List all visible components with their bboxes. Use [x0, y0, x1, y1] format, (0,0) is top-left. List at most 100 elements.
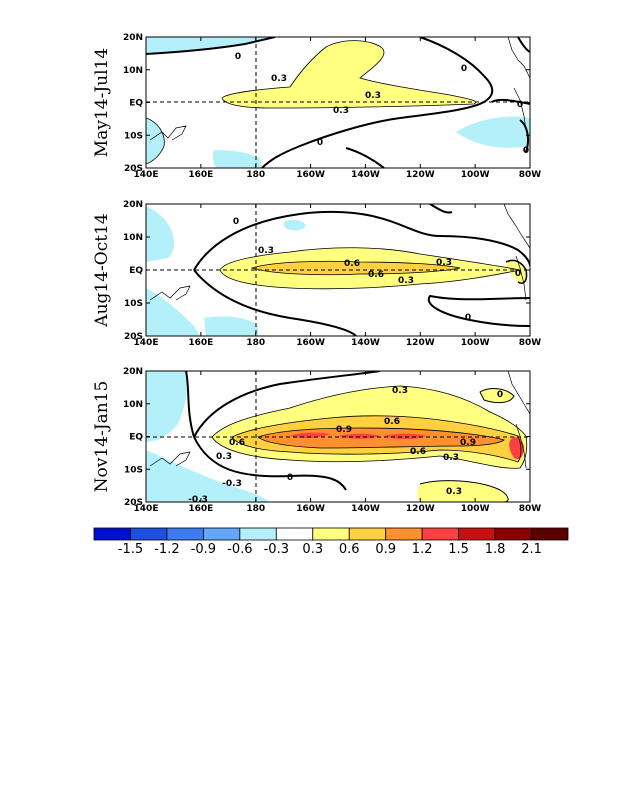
neg-region [146, 288, 200, 336]
neg-region [204, 316, 258, 336]
y-tick-label: 10N [123, 400, 143, 410]
panel-title: Aug14-Oct14 [92, 213, 112, 327]
panel-3: 0.3 0.6 0.9 0.6 0.6 0.3 0.9 0.3 0.3 -0.3… [145, 370, 531, 505]
zero-contour [479, 388, 515, 404]
neg-region [146, 371, 188, 442]
colorbar-label: 2.1 [521, 542, 542, 557]
y-tick-label: 10N [123, 66, 143, 76]
colorbar-swatch [385, 527, 423, 541]
coastline [149, 125, 187, 141]
contour-label: 0.6 [384, 417, 400, 427]
colorbar-swatch [202, 527, 241, 541]
colorbar-swatch [130, 527, 168, 541]
neg-region [146, 206, 175, 262]
x-tick-label: 80W [519, 504, 542, 514]
colorbar-label: 1.2 [412, 542, 433, 557]
panel-title: Nov14-Jan15 [92, 381, 112, 493]
zero-contour [345, 147, 385, 168]
contour-label: 0 [235, 52, 241, 62]
contour-label: 0.6 [229, 438, 245, 448]
coastline [515, 423, 527, 469]
colorbar-label: 1.5 [448, 542, 469, 557]
contour-label: 0.6 [410, 447, 426, 457]
pos-region [417, 480, 509, 502]
y-tick-label: EQ [129, 266, 143, 276]
contour-label: 0.3 [258, 246, 274, 256]
panel-3-field: 0.3 0.6 0.9 0.6 0.6 0.3 0.9 0.3 0.3 -0.3… [146, 371, 530, 505]
colorbar-swatch [166, 527, 204, 541]
contour-label: 0 [317, 138, 323, 148]
contour-label: 0.3 [271, 74, 287, 84]
colorbar-label: -1.5 [118, 542, 143, 557]
contour-label: 0.3 [365, 91, 381, 101]
colorbar-swatch [93, 527, 131, 541]
axes: 140E 160E 180 160W 140W 120W 100W 80W 20N 10N EQ 10… [92, 33, 541, 514]
x-tick-label: 80W [519, 338, 542, 348]
y-tick-label: EQ [129, 99, 143, 109]
colorbar-label: 0.9 [375, 542, 396, 557]
contour-0.6 [250, 260, 461, 276]
contour-label: 0.3 [333, 106, 349, 116]
contour-label: 0.3 [446, 487, 462, 497]
neg-region [146, 37, 275, 54]
x-tick-label: 160W [296, 338, 325, 348]
contour-label: 0.9 [460, 438, 476, 448]
contour-label: 0.3 [392, 386, 408, 396]
contour-0.3 [221, 40, 476, 109]
contour-label: 0.6 [344, 259, 360, 269]
x-tick-label: 140W [351, 170, 380, 180]
x-tick-label: 140W [351, 338, 380, 348]
colorbar-swatch [531, 527, 569, 541]
x-tick-label: 120W [406, 338, 435, 348]
zero-contour [193, 210, 530, 271]
colorbar-label: 1.8 [485, 542, 506, 557]
colorbar: -1.5 -1.2 -0.9 -0.6 -0.3 0.3 0.6 0.9 1.2 1.5 1.8 2.… [93, 527, 569, 557]
y-tick-label: 10S [124, 299, 143, 309]
panel-2: 0.3 0.6 0.6 0.3 0.3 0 0 0 [145, 203, 531, 337]
x-tick-label: 140E [134, 170, 159, 180]
coastline [515, 255, 527, 301]
y-tick-label: 10N [123, 233, 143, 243]
x-tick-label: 140W [351, 504, 380, 514]
pos-region [338, 433, 380, 439]
y-tick-label: 10S [124, 131, 143, 141]
pos-region [252, 261, 460, 275]
y-tick-label: 20S [124, 164, 143, 174]
y-tick-label: EQ [129, 433, 143, 443]
zero-contour [146, 37, 276, 55]
x-tick-label: 180 [246, 504, 265, 514]
zero-contour [517, 37, 530, 53]
contour-label: 0 [465, 313, 471, 323]
neg-region [146, 450, 270, 502]
colorbar-label: -1.2 [154, 542, 179, 557]
colorbar-swatch [275, 527, 314, 541]
coastline [149, 451, 191, 467]
contour-label: 0 [523, 146, 529, 156]
x-tick-label: 160E [188, 504, 213, 514]
contour-label: 0 [233, 217, 239, 227]
contour-label: 0 [517, 100, 523, 110]
pos-region [480, 388, 514, 403]
x-tick-label: 160E [188, 338, 213, 348]
colorbar-label: -0.3 [264, 542, 289, 557]
x-tick-label: 100W [461, 170, 490, 180]
coastline [507, 371, 530, 415]
panel-1: 0.3 0.3 0.3 0 0 0 0 0 [145, 36, 531, 169]
zero-contour [427, 294, 530, 327]
x-tick-label: 180 [246, 170, 265, 180]
y-tick-label: 20S [124, 498, 143, 508]
x-tick-label: 160W [296, 170, 325, 180]
zero-contour [429, 204, 453, 214]
x-tick-label: 160W [296, 504, 325, 514]
zero-contour [519, 119, 529, 153]
zero-contour [261, 37, 494, 168]
x-tick-label: 180 [246, 338, 265, 348]
contour-label: -0.3 [222, 479, 242, 489]
contour-label: 0 [461, 64, 467, 74]
contour-label: -0.3 [188, 495, 208, 505]
zero-contour [185, 371, 347, 491]
panel-1-field: 0.3 0.3 0.3 0 0 0 0 0 [146, 37, 530, 168]
y-tick-label: 20N [123, 200, 143, 210]
contour-label: 0.6 [368, 270, 384, 280]
